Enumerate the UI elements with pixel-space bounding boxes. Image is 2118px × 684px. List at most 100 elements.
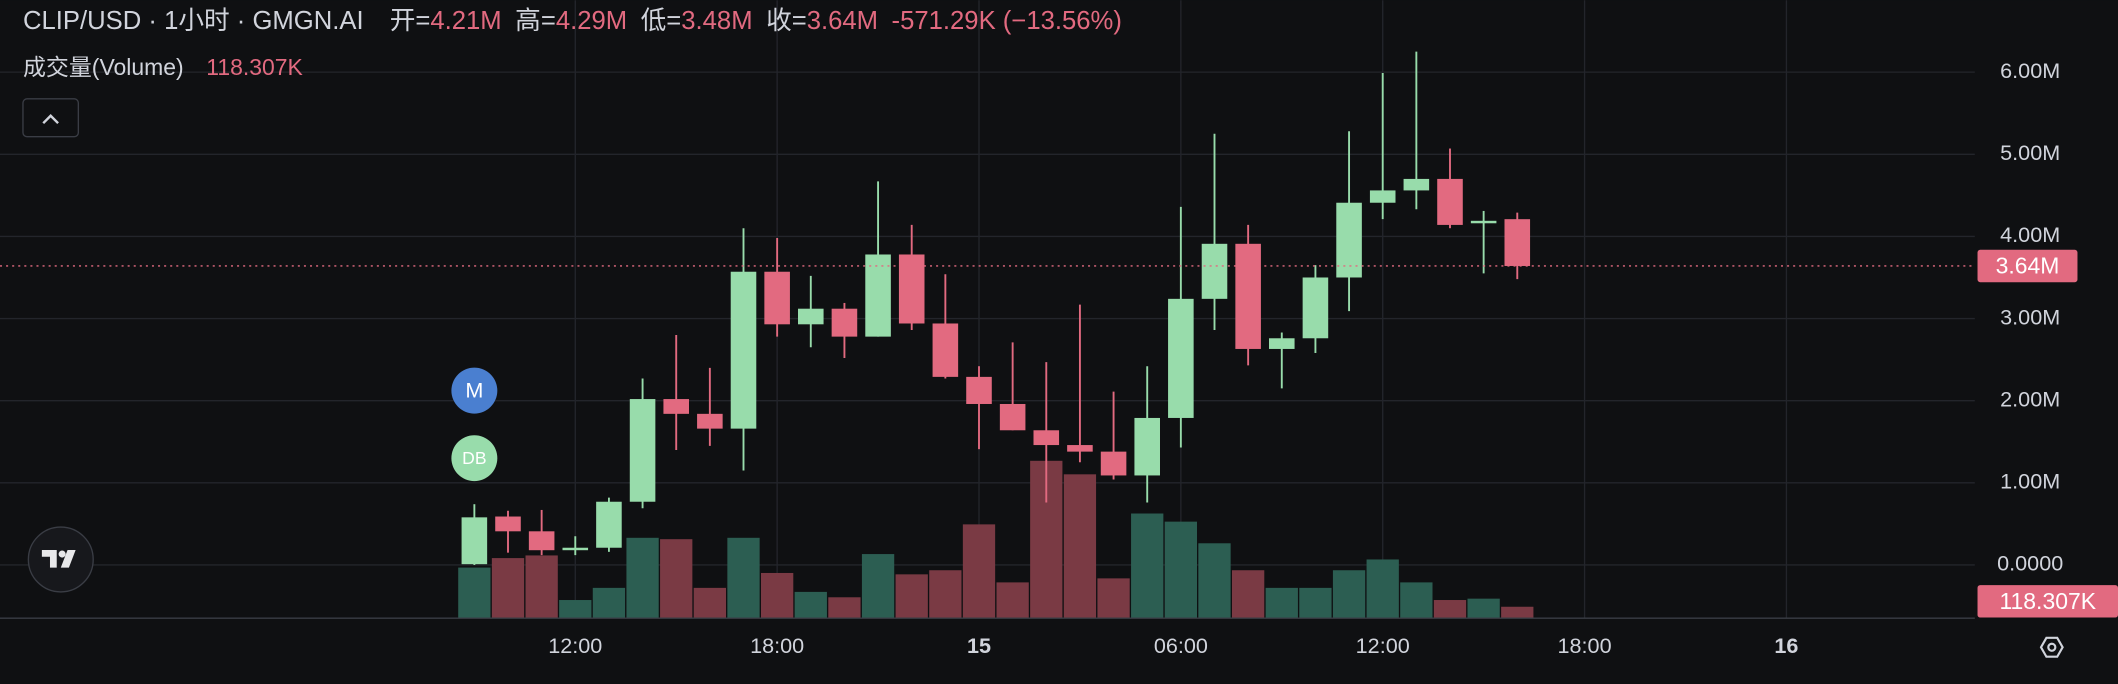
candle-body bbox=[1302, 277, 1329, 339]
logo-circle[interactable] bbox=[27, 526, 94, 593]
x-tick-label: 12:00 bbox=[1356, 633, 1410, 658]
ohlc-value: 4.29M bbox=[556, 7, 627, 35]
candle-body bbox=[1235, 243, 1261, 349]
volume-bar bbox=[1501, 606, 1534, 618]
y-tick-label: 2.00M bbox=[2000, 386, 2060, 411]
volume-bar bbox=[962, 524, 996, 618]
volume-bar bbox=[1097, 578, 1130, 618]
candle-body bbox=[663, 399, 689, 414]
x-tick-label: 18:00 bbox=[750, 633, 804, 658]
event-marker[interactable] bbox=[451, 435, 498, 482]
volume-bar bbox=[1265, 587, 1298, 618]
volume-bar bbox=[1366, 559, 1399, 618]
candle-body bbox=[865, 254, 891, 337]
y-tick-label: 1.00M bbox=[2000, 469, 2060, 494]
logo-mark bbox=[41, 550, 76, 568]
volume-bar bbox=[1400, 582, 1433, 618]
candle-body bbox=[831, 308, 858, 337]
x-tick-label: 12:00 bbox=[548, 633, 602, 658]
candle-body bbox=[697, 413, 723, 429]
volume-bar bbox=[1131, 513, 1164, 618]
x-tick-label: 06:00 bbox=[1154, 633, 1208, 658]
y-tick-label: 3.00M bbox=[2000, 304, 2060, 329]
last-price-label: 3.64M bbox=[1996, 252, 2060, 278]
volume-bar bbox=[525, 555, 558, 618]
y-tick-label: 5.00M bbox=[2000, 140, 2060, 165]
legend-header: CLIP/USD · 1小时 · GMGN.AI 开=4.21M 高=4.29M 低… bbox=[23, 6, 1122, 35]
volume-bar bbox=[794, 591, 827, 618]
volume-bar bbox=[727, 537, 760, 618]
candle-body bbox=[798, 308, 824, 325]
marker-label: M bbox=[465, 378, 483, 403]
volume-bar bbox=[1332, 570, 1366, 618]
candle-body bbox=[1134, 417, 1160, 476]
volume-bar bbox=[592, 587, 626, 618]
volume-bar bbox=[491, 558, 525, 618]
volume-bar bbox=[1063, 474, 1097, 618]
candle-body bbox=[596, 501, 622, 548]
candle-body bbox=[932, 323, 959, 377]
candle-body bbox=[1369, 190, 1396, 203]
collapse-button[interactable] bbox=[22, 98, 80, 138]
ohlc-label: 高= bbox=[515, 6, 556, 35]
ohlc-label: 开= bbox=[390, 7, 431, 35]
volume-title: 成交量(Volume) bbox=[23, 54, 184, 80]
volume-bar bbox=[895, 574, 928, 618]
ohlc-value: 4.21M bbox=[430, 7, 501, 35]
candle-body bbox=[1033, 430, 1060, 446]
settings-button[interactable] bbox=[2039, 636, 2064, 658]
change-value: -571.29K (−13.56%) bbox=[892, 7, 1122, 35]
chevron-up bbox=[42, 114, 59, 125]
marker-label: DB bbox=[462, 448, 486, 468]
candle-body bbox=[1437, 178, 1463, 225]
candle-body bbox=[461, 517, 488, 565]
logo-dot bbox=[58, 550, 66, 558]
volume-pane bbox=[458, 460, 1534, 618]
candle-body bbox=[495, 516, 521, 532]
symbol-title: CLIP/USD · 1小时 · GMGN.AI bbox=[23, 6, 364, 35]
volume-bar bbox=[996, 582, 1029, 618]
candle-body bbox=[1268, 338, 1295, 349]
candles bbox=[461, 51, 1531, 565]
candle-body bbox=[966, 376, 992, 404]
volume-bar bbox=[1231, 570, 1265, 618]
candle-body bbox=[1504, 219, 1531, 266]
volume-bar bbox=[626, 537, 659, 618]
ohlc-value: 3.64M bbox=[807, 7, 878, 35]
volume-bar bbox=[828, 597, 861, 618]
y-tick-label: 4.00M bbox=[2000, 222, 2060, 247]
volume-legend: 成交量(Volume) 118.307K bbox=[23, 54, 304, 80]
candle-body bbox=[1100, 451, 1127, 476]
volume-bar bbox=[861, 554, 895, 618]
button-frame[interactable] bbox=[22, 98, 80, 138]
volume-bar bbox=[559, 600, 592, 618]
volume-bar bbox=[458, 567, 491, 618]
tradingview-logo[interactable] bbox=[27, 526, 94, 593]
volume-bar bbox=[660, 539, 693, 618]
volume-value: 118.307K bbox=[206, 54, 303, 80]
candle-body bbox=[1403, 178, 1430, 191]
candle-body bbox=[562, 547, 589, 551]
x-tick-label: 15 bbox=[967, 633, 991, 658]
x-tick-label: 18:00 bbox=[1558, 633, 1612, 658]
candle-body bbox=[1336, 202, 1362, 278]
volume-bar bbox=[760, 572, 794, 618]
volume-bar bbox=[1198, 543, 1231, 618]
axes: 0.0000 1.00M 2.00M 3.00M 4.00M 5.00M 6.00M 12:0… bbox=[548, 58, 2063, 658]
settings-center bbox=[2047, 642, 2057, 652]
volume-bar bbox=[1164, 521, 1198, 618]
candle-body bbox=[1067, 445, 1093, 452]
ohlc-value: 3.48M bbox=[681, 7, 752, 35]
ohlc-label: 收= bbox=[766, 6, 807, 35]
last-price-tag bbox=[1977, 249, 2078, 283]
settings-hex[interactable] bbox=[2039, 636, 2064, 658]
event-marker[interactable] bbox=[451, 367, 498, 414]
candle-body bbox=[764, 271, 790, 325]
volume-bar bbox=[1299, 587, 1332, 618]
volume-tag-label: 118.307K bbox=[1999, 588, 2096, 614]
candle-body bbox=[528, 531, 555, 551]
y-tick-label: 6.00M bbox=[2000, 58, 2060, 83]
candle-body bbox=[1470, 220, 1497, 224]
